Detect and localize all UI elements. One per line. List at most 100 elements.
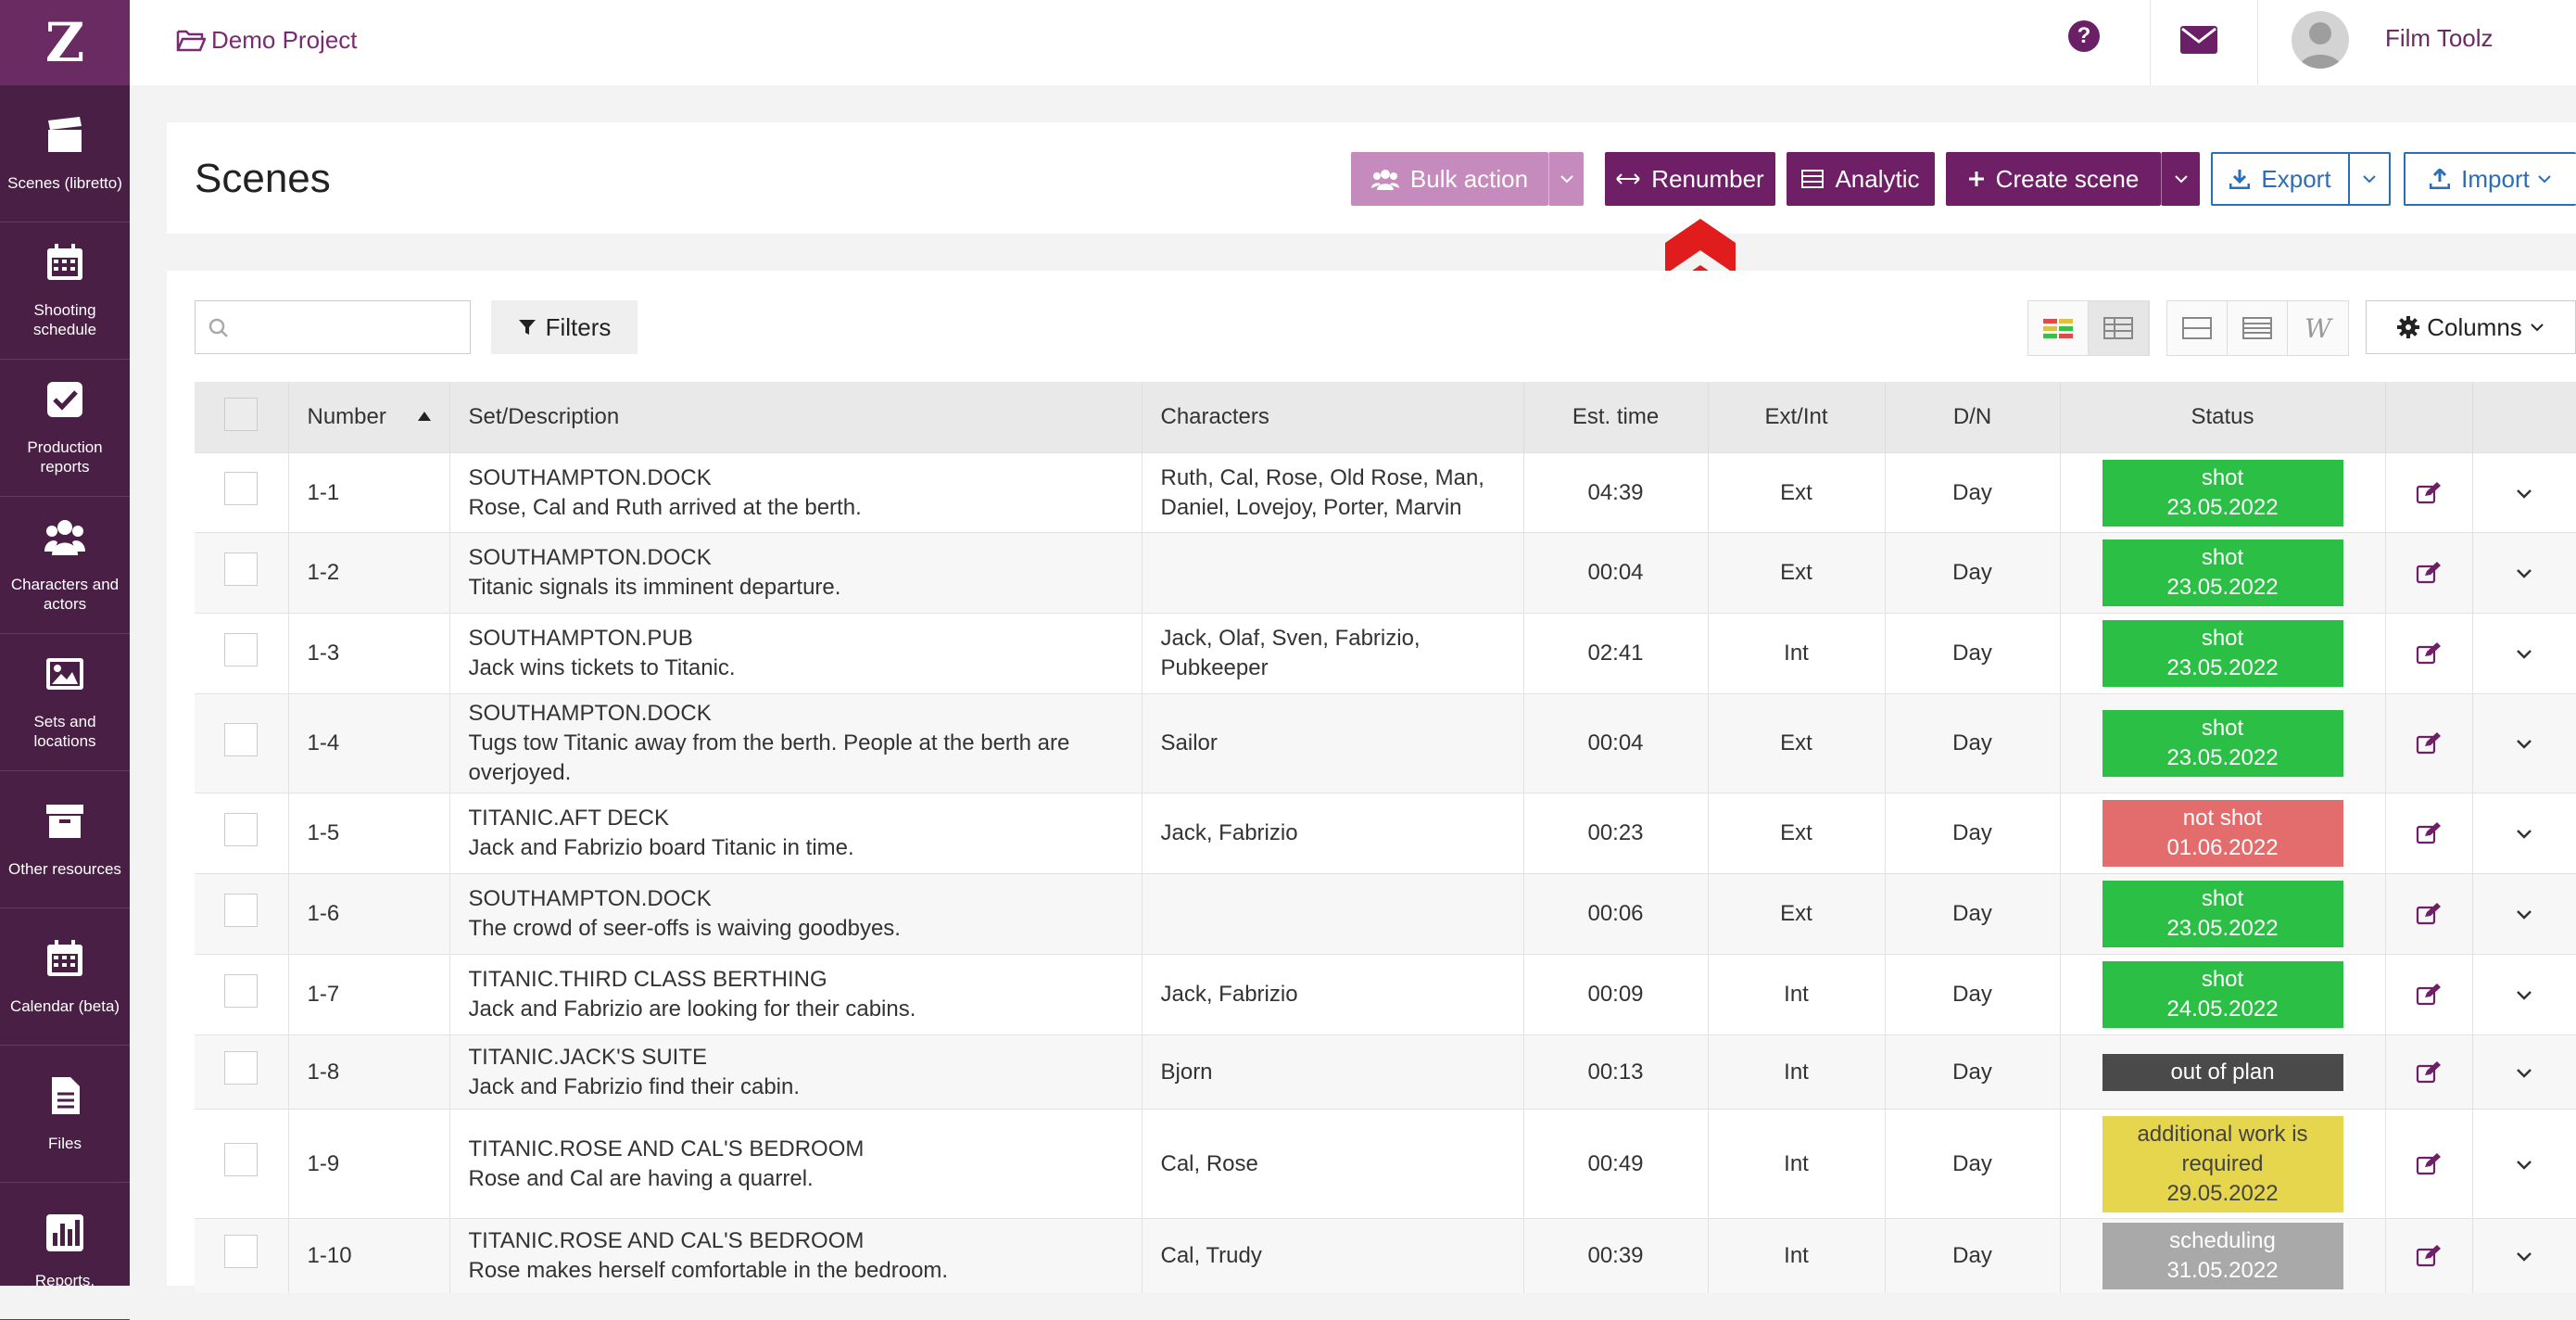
chevron-down-icon[interactable]: [2516, 909, 2532, 920]
status-badge[interactable]: shot 24.05.2022: [2102, 961, 2343, 1028]
status-badge[interactable]: not shot 01.06.2022: [2102, 800, 2343, 867]
chevron-down-icon[interactable]: [2516, 739, 2532, 750]
status-badge[interactable]: shot 23.05.2022: [2102, 539, 2343, 606]
chevron-down-icon[interactable]: [2516, 1251, 2532, 1263]
search-box[interactable]: [195, 300, 471, 354]
edit-icon[interactable]: [2416, 1060, 2442, 1084]
status-badge[interactable]: shot 23.05.2022: [2102, 620, 2343, 687]
column-header-characters[interactable]: Characters: [1142, 382, 1524, 453]
table-row[interactable]: 1-10 TITANIC.ROSE AND CAL'S BEDROOM Rose m…: [195, 1218, 2576, 1293]
status-badge[interactable]: out of plan: [2102, 1053, 2343, 1091]
image-icon: [44, 654, 85, 712]
export-button[interactable]: Export: [2211, 152, 2350, 206]
sidebar-item-files[interactable]: Files: [0, 1046, 130, 1183]
chevron-down-icon[interactable]: [2516, 489, 2532, 500]
clapperboard-icon: [44, 115, 85, 173]
table-row[interactable]: 1-5 TITANIC.AFT DECK Jack and Fabrizio boa…: [195, 793, 2576, 874]
row-checkbox[interactable]: [224, 893, 259, 927]
column-header-day-night[interactable]: D/N: [1885, 382, 2061, 453]
status-date: 24.05.2022: [2166, 996, 2279, 1022]
bulk-action-button[interactable]: Bulk action: [1351, 152, 1548, 206]
column-header-ext-int[interactable]: Ext/Int: [1708, 382, 1886, 453]
users-icon: [44, 516, 85, 575]
ext-int-cell: Ext: [1708, 793, 1886, 874]
table-row[interactable]: 1-1 SOUTHAMPTON.DOCK Rose, Cal and Ruth ar…: [195, 452, 2576, 533]
status-badge[interactable]: shot 23.05.2022: [2102, 459, 2343, 527]
column-header-est-time[interactable]: Est. time: [1523, 382, 1709, 453]
row-checkbox[interactable]: [224, 1235, 259, 1269]
row-checkbox[interactable]: [224, 812, 259, 846]
ext-int-cell: Ext: [1708, 873, 1886, 955]
avatar[interactable]: [2292, 11, 2349, 69]
edit-icon[interactable]: [2416, 984, 2442, 1006]
status-badge[interactable]: scheduling 31.05.2022: [2102, 1222, 2343, 1289]
search-input[interactable]: [236, 312, 462, 344]
edit-icon[interactable]: [2416, 642, 2442, 665]
renumber-button[interactable]: Renumber: [1605, 152, 1775, 206]
bulk-action-dropdown-button[interactable]: [1548, 152, 1584, 206]
app-logo[interactable]: Z: [0, 0, 130, 85]
sidebar-item-calendar-beta[interactable]: Calendar (beta): [0, 908, 130, 1046]
status-badge[interactable]: shot 23.05.2022: [2102, 710, 2343, 777]
grid-icon: [2103, 317, 2133, 339]
chevron-down-icon[interactable]: [2516, 829, 2532, 840]
row-checkbox[interactable]: [224, 973, 259, 1008]
color-rows-icon: [2043, 319, 2073, 338]
chevron-down-icon[interactable]: [2516, 649, 2532, 660]
table-row[interactable]: 1-2 SOUTHAMPTON.DOCK Titanic signals its i…: [195, 532, 2576, 614]
sidebar-item-reports[interactable]: Reports,: [0, 1183, 130, 1320]
analytic-button[interactable]: Analytic: [1787, 152, 1935, 206]
table-row[interactable]: 1-7 TITANIC.THIRD CLASS BERTHING Jack and …: [195, 954, 2576, 1035]
edit-icon[interactable]: [2416, 1152, 2442, 1175]
table-row[interactable]: 1-6 SOUTHAMPTON.DOCK The crowd of seer-off…: [195, 873, 2576, 955]
compact-view-button[interactable]: [2167, 301, 2228, 355]
sidebar-item-characters-and-actors[interactable]: Characters and actors: [0, 497, 130, 634]
edit-icon[interactable]: [2416, 822, 2442, 844]
row-checkbox[interactable]: [224, 722, 259, 756]
column-header-set-description[interactable]: Set/Description: [449, 382, 1143, 453]
status-badge[interactable]: additional work is required 29.05.2022: [2102, 1115, 2343, 1212]
project-breadcrumb[interactable]: Demo Project: [176, 26, 358, 55]
create-scene-dropdown-button[interactable]: [2161, 152, 2200, 206]
table-row[interactable]: 1-3 SOUTHAMPTON.PUB Jack wins tickets to T…: [195, 613, 2576, 694]
user-name[interactable]: Film Toolz: [2385, 24, 2494, 52]
import-button[interactable]: Import: [2404, 152, 2576, 206]
filters-button[interactable]: Filters: [491, 300, 638, 354]
edit-icon[interactable]: [2416, 481, 2442, 504]
row-checkbox[interactable]: [224, 1143, 259, 1176]
export-dropdown-button[interactable]: [2348, 152, 2391, 206]
sidebar-item-production-reports[interactable]: Production reports: [0, 360, 130, 497]
text-view-button[interactable]: W: [2288, 301, 2348, 355]
table-row[interactable]: 1-9 TITANIC.ROSE AND CAL'S BEDROOM Rose an…: [195, 1109, 2576, 1219]
column-header-status[interactable]: Status: [2060, 382, 2386, 453]
row-checkbox[interactable]: [224, 632, 259, 666]
chevron-down-icon[interactable]: [2516, 568, 2532, 579]
column-header-number[interactable]: Number: [288, 382, 450, 453]
day-night-cell: Day: [1885, 1218, 2061, 1293]
plain-grid-view-button[interactable]: [2089, 301, 2149, 355]
edit-icon[interactable]: [2416, 903, 2442, 925]
sidebar-item-scenes-libretto[interactable]: Scenes (libretto): [0, 85, 130, 222]
table-row[interactable]: 1-4 SOUTHAMPTON.DOCK Tugs tow Titanic away…: [195, 693, 2576, 793]
chevron-down-icon[interactable]: [2516, 1160, 2532, 1171]
edit-icon[interactable]: [2416, 1244, 2442, 1267]
mail-icon[interactable]: [2180, 26, 2217, 54]
chevron-down-icon[interactable]: [2516, 1068, 2532, 1079]
help-icon[interactable]: ?: [2068, 20, 2100, 52]
row-checkbox[interactable]: [224, 1051, 259, 1085]
status-badge[interactable]: shot 23.05.2022: [2102, 881, 2343, 947]
select-all-checkbox[interactable]: [224, 397, 259, 431]
list-view-button[interactable]: [2228, 301, 2288, 355]
sidebar-item-shooting-schedule[interactable]: Shooting schedule: [0, 222, 130, 360]
edit-icon[interactable]: [2416, 732, 2442, 755]
table-row[interactable]: 1-8 TITANIC.JACK'S SUITE Jack and Fabrizio…: [195, 1034, 2576, 1110]
chevron-down-icon[interactable]: [2516, 990, 2532, 1001]
row-checkbox[interactable]: [224, 552, 259, 586]
edit-icon[interactable]: [2416, 562, 2442, 584]
columns-button[interactable]: Columns: [2366, 300, 2576, 354]
row-checkbox[interactable]: [224, 472, 259, 505]
create-scene-button[interactable]: Create scene: [1946, 152, 2161, 206]
sidebar-item-sets-and-locations[interactable]: Sets and locations: [0, 634, 130, 771]
sidebar-item-other-resources[interactable]: Other resources: [0, 771, 130, 908]
colored-rows-view-button[interactable]: [2028, 301, 2089, 355]
